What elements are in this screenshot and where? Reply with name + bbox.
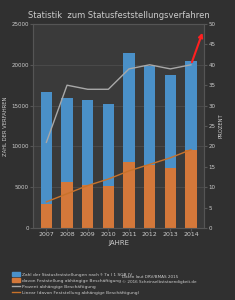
Bar bbox=[165, 168, 176, 228]
Bar bbox=[123, 162, 135, 228]
Bar bbox=[41, 204, 52, 228]
Bar bbox=[41, 92, 52, 228]
Bar bbox=[165, 75, 176, 228]
Bar bbox=[185, 150, 197, 228]
Legend: Zahl der Statusfeststellungen nach § 7a I 1 SGB IV, davon Feststellung abhängige: Zahl der Statusfeststellungen nach § 7a … bbox=[12, 272, 139, 295]
Y-axis label: PROZENT: PROZENT bbox=[218, 114, 223, 138]
Bar bbox=[123, 52, 135, 228]
Bar bbox=[61, 182, 73, 228]
Y-axis label: ZAHL DER VERFAHREN: ZAHL DER VERFAHREN bbox=[4, 96, 8, 156]
Bar bbox=[103, 186, 114, 228]
Bar bbox=[82, 185, 93, 228]
X-axis label: JAHRE: JAHRE bbox=[108, 240, 129, 246]
Bar bbox=[61, 98, 73, 228]
Text: Daten laut DRV/BMAS 2015
© 2016 Scheinselbststaendigkeit.de: Daten laut DRV/BMAS 2015 © 2016 Scheinse… bbox=[122, 275, 197, 284]
Bar bbox=[144, 66, 155, 228]
Bar bbox=[144, 165, 155, 228]
Title: Statistik  zum Statusfeststellungsverfahren: Statistik zum Statusfeststellungsverfahr… bbox=[28, 11, 210, 20]
Bar bbox=[185, 61, 197, 228]
Bar bbox=[103, 104, 114, 228]
Bar bbox=[82, 100, 93, 228]
